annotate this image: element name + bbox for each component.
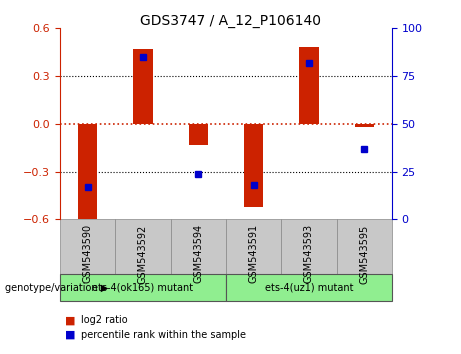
Text: percentile rank within the sample: percentile rank within the sample (81, 330, 246, 339)
Text: ets-4(ok165) mutant: ets-4(ok165) mutant (92, 282, 194, 293)
Text: genotype/variation ▶: genotype/variation ▶ (5, 282, 108, 293)
Bar (78, 124, 97, 223)
Bar (60, 274, 226, 301)
Bar (337, 219, 392, 274)
Bar (226, 274, 392, 301)
Bar (281, 219, 337, 274)
Bar (189, 124, 208, 144)
Bar (171, 219, 226, 274)
Bar (60, 219, 115, 274)
Text: ■: ■ (65, 330, 75, 339)
Text: ■: ■ (65, 315, 75, 325)
Text: GDS3747 / A_12_P106140: GDS3747 / A_12_P106140 (140, 14, 321, 28)
Bar (115, 219, 171, 274)
Bar (244, 124, 263, 207)
Text: log2 ratio: log2 ratio (81, 315, 127, 325)
Text: ets-4(uz1) mutant: ets-4(uz1) mutant (265, 282, 353, 293)
Bar (133, 49, 153, 124)
Bar (226, 219, 281, 274)
Bar (299, 47, 319, 124)
Bar (355, 124, 374, 127)
